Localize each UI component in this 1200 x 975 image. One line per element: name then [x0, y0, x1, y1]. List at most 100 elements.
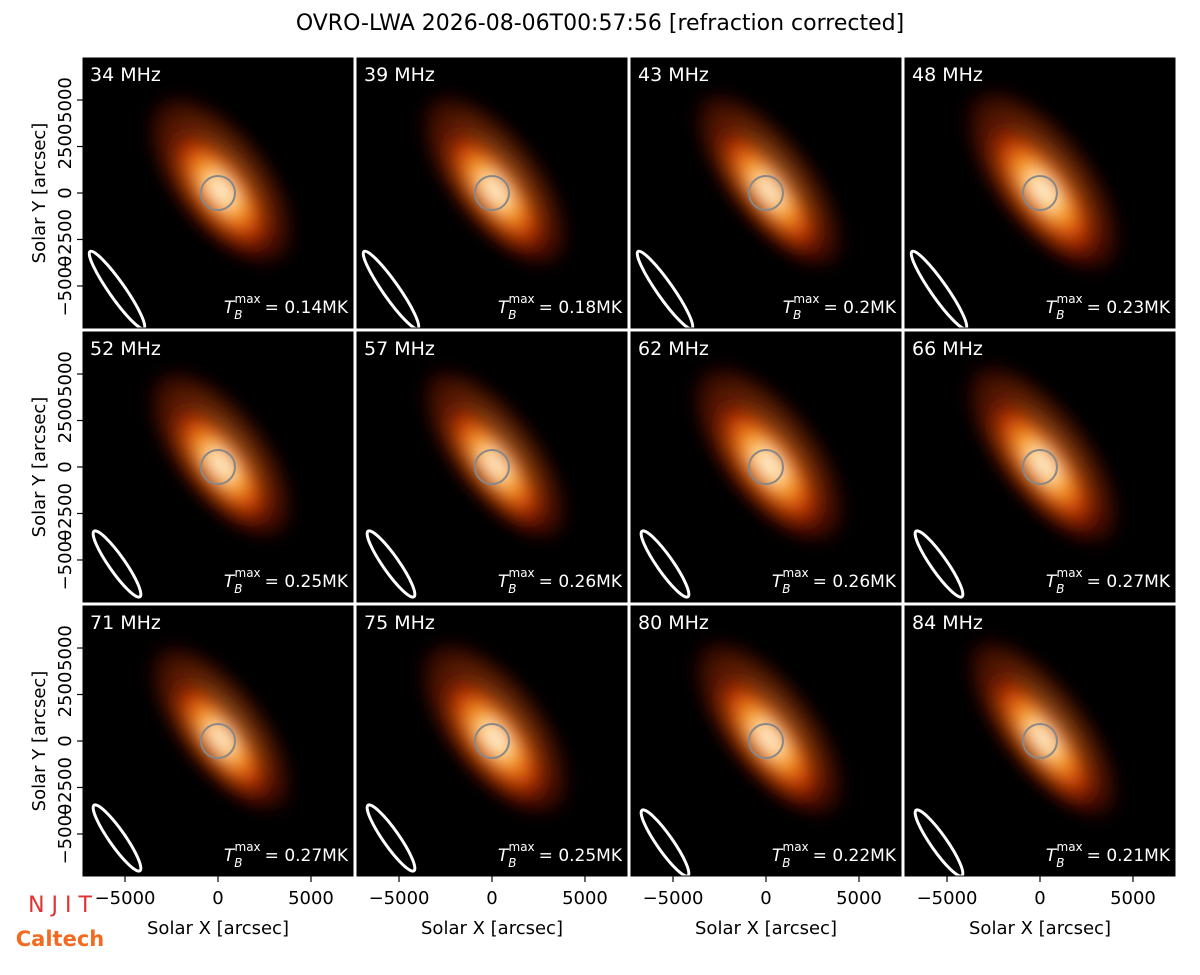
solar-disk [748, 175, 784, 211]
panel-frame [904, 57, 1176, 329]
panel: 71 MHz TBmax = 0.27MK −5000 0 5000 Solar X [ar… [29, 605, 354, 939]
tmax-label: TBmax = 0.23MK [1046, 292, 1171, 322]
beam [91, 803, 143, 873]
tmax-label: TBmax = 0.22MK [772, 840, 897, 870]
tmax-subscript: B [782, 856, 790, 870]
panel-image [631, 58, 901, 328]
tmax-value: = 0.26MK [813, 572, 897, 592]
frequency-label: 80 MHz [638, 612, 709, 634]
tmax-symbol: T [1046, 298, 1058, 318]
x-tick-label: −5000 [95, 888, 156, 909]
tmax-label: TBmax = 0.27MK [224, 840, 349, 870]
panel-image [631, 332, 901, 602]
beam [635, 249, 695, 328]
tmax-superscript: max [1057, 566, 1083, 580]
emission [166, 125, 277, 256]
y-tick-label: 0 [55, 735, 76, 746]
frequency-label: 34 MHz [90, 64, 161, 86]
tmax-subscript: B [508, 582, 516, 596]
x-tick-label: 5000 [836, 888, 882, 909]
emission [440, 398, 550, 531]
x-tick-label: 0 [486, 888, 497, 909]
x-tick-label: −5000 [369, 888, 430, 909]
tmax-label: TBmax = 0.18MK [498, 292, 623, 322]
panel-image [357, 58, 627, 328]
panel-frame [630, 331, 902, 603]
y-tick-label: 0 [55, 187, 76, 198]
emission [439, 123, 551, 258]
panel: 39 MHz TBmax = 0.18MK [356, 57, 628, 329]
tmax-subscript: B [1056, 308, 1064, 322]
panel: 80 MHz TBmax = 0.22MK −5000 0 5000 Solar X [ar… [630, 605, 902, 939]
tmax-superscript: max [793, 292, 819, 306]
tmax-value: = 0.22MK [813, 846, 897, 866]
frequency-label: 43 MHz [638, 64, 709, 86]
panel-image [905, 606, 1175, 876]
tmax-subscript: B [1056, 582, 1064, 596]
tmax-subscript: B [508, 308, 516, 322]
solar-disk [200, 723, 236, 759]
figure-title: OVRO-LWA 2026-08-06T00:57:56 [refraction… [296, 11, 904, 36]
tmax-symbol: T [783, 298, 795, 318]
y-tick-label: −2500 [55, 757, 76, 818]
tmax-symbol: T [498, 572, 510, 592]
panel: 66 MHz TBmax = 0.27MK [904, 331, 1176, 603]
solar-disk [474, 449, 510, 485]
y-tick-label: 2500 [55, 398, 76, 444]
panel: 43 MHz TBmax = 0.2MK [630, 57, 902, 329]
beam [87, 249, 147, 328]
panel: 48 MHz TBmax = 0.23MK [904, 57, 1176, 329]
panel-image [631, 606, 901, 876]
beam [91, 529, 143, 599]
frequency-label: 84 MHz [912, 612, 983, 634]
panel-image [83, 606, 353, 876]
beam [913, 529, 965, 599]
tmax-label: TBmax = 0.26MK [498, 566, 623, 596]
y-tick-label: 5000 [55, 625, 76, 671]
tmax-value: = 0.25MK [539, 846, 623, 866]
solar-disk [200, 175, 236, 211]
tmax-subscript: B [234, 582, 242, 596]
tmax-value: = 0.18MK [539, 298, 623, 318]
tmax-subscript: B [1056, 856, 1064, 870]
panel: 52 MHz TBmax = 0.25MK −5000−2500 0 25005000So… [29, 331, 354, 603]
emission [710, 395, 828, 534]
beam [365, 803, 417, 873]
emission [711, 669, 827, 808]
panel-image [905, 332, 1175, 602]
panel-frame [904, 331, 1176, 603]
tmax-label: TBmax = 0.14MK [224, 292, 349, 322]
tmax-symbol: T [224, 846, 236, 866]
solar-disk [474, 723, 510, 759]
tmax-value: = 0.25MK [265, 572, 349, 592]
y-tick-label: −5000 [55, 804, 76, 865]
emission [712, 122, 826, 259]
tmax-subscript: B [234, 856, 242, 870]
tmax-label: TBmax = 0.25MK [224, 566, 349, 596]
beam [361, 249, 421, 328]
tmax-symbol: T [224, 298, 236, 318]
panel-image [83, 58, 353, 328]
y-tick-label: 2500 [55, 124, 76, 170]
tmax-subscript: B [508, 856, 516, 870]
frequency-label: 71 MHz [90, 612, 161, 634]
x-tick-label: 0 [760, 888, 771, 909]
frequency-label: 57 MHz [364, 338, 435, 360]
emission [438, 671, 552, 806]
tmax-symbol: T [772, 846, 784, 866]
y-axis-label: Solar Y [arcsec] [29, 671, 50, 812]
tmax-symbol: T [772, 572, 784, 592]
logo-njit: N J I T [28, 893, 92, 918]
y-tick-label: −2500 [55, 483, 76, 544]
tmax-value: = 0.27MK [1087, 572, 1171, 592]
emission [168, 674, 275, 803]
tmax-symbol: T [224, 572, 236, 592]
panel: 57 MHz TBmax = 0.26MK [356, 331, 628, 603]
emission [167, 400, 276, 529]
tmax-superscript: max [235, 292, 261, 306]
x-tick-label: 5000 [562, 888, 608, 909]
panel-frame [356, 331, 628, 603]
panel: 62 MHz TBmax = 0.26MK [630, 331, 902, 603]
tmax-value: = 0.27MK [265, 846, 349, 866]
